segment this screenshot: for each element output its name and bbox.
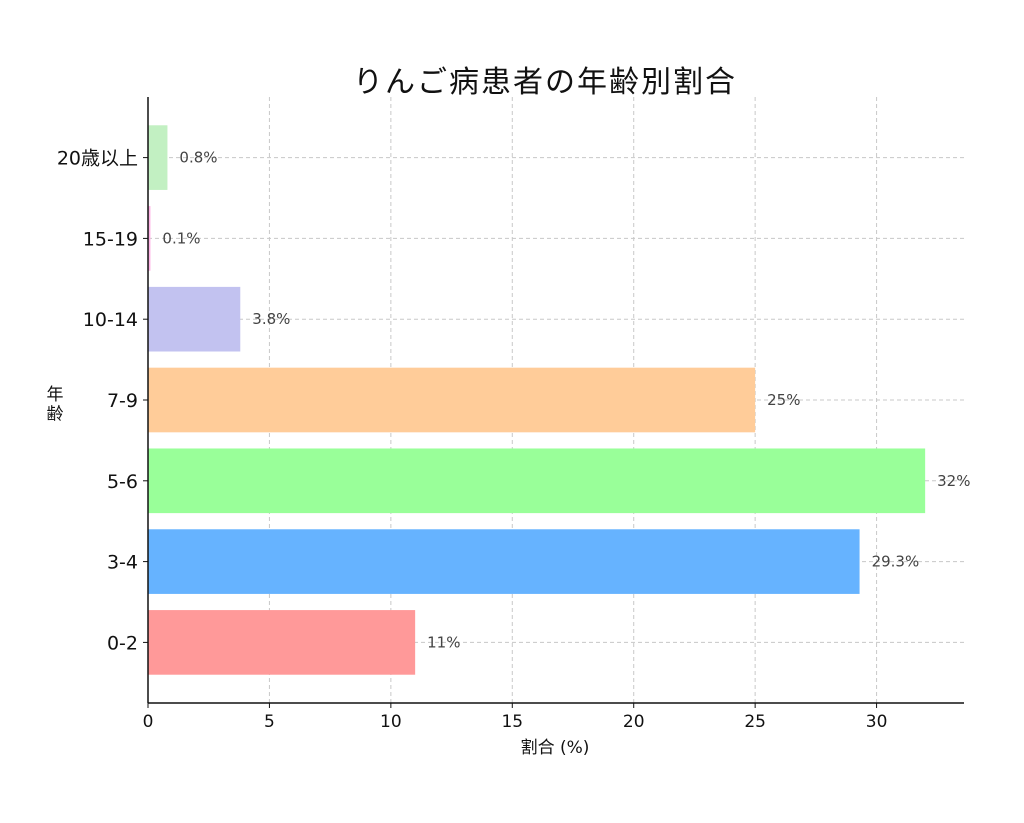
data-label: 0.1% — [162, 229, 200, 247]
data-label: 3.8% — [252, 310, 290, 328]
data-label: 11% — [427, 633, 460, 651]
x-tick-label: 30 — [866, 712, 888, 732]
data-label: 25% — [767, 391, 800, 409]
x-tick-label: 0 — [143, 712, 154, 732]
bar — [148, 529, 860, 594]
bar — [148, 367, 756, 433]
y-tick-label: 0-2 — [107, 632, 138, 654]
chart-title: りんご病患者の年齢別割合 — [353, 65, 737, 100]
data-label: 32% — [937, 472, 970, 490]
bar — [148, 286, 241, 352]
y-tick-label: 15-19 — [83, 228, 138, 250]
y-tick-label: 5-6 — [107, 471, 138, 493]
bar — [148, 206, 151, 271]
axes — [143, 97, 964, 708]
y-tick-label: 7-9 — [107, 390, 138, 412]
x-tick-label: 20 — [623, 712, 645, 732]
y-tick-label: 3-4 — [107, 552, 138, 574]
tick-labels: 0-2 3-4 5-6 7-9 10-14 15-19 20歳以上 0 5 10 15 20 25 30 — [57, 148, 888, 732]
y-axis-label: 年齢 — [47, 385, 64, 425]
x-axis-label: 割合 (%) — [521, 738, 590, 758]
data-label: 0.8% — [179, 149, 217, 167]
x-tick-label: 5 — [264, 712, 275, 732]
bar — [148, 125, 168, 190]
bar — [148, 448, 926, 514]
x-tick-label: 25 — [744, 712, 766, 732]
bars — [148, 125, 926, 675]
data-label: 29.3% — [872, 553, 920, 571]
x-tick-label: 15 — [501, 712, 523, 732]
x-tick-label: 10 — [380, 712, 402, 732]
y-tick-label: 10-14 — [83, 309, 138, 331]
y-tick-label: 20歳以上 — [57, 148, 138, 170]
bar — [148, 610, 416, 675]
data-labels: 11% 29.3% 32% 25% 3.8% 0.1% 0.8% — [162, 149, 970, 652]
